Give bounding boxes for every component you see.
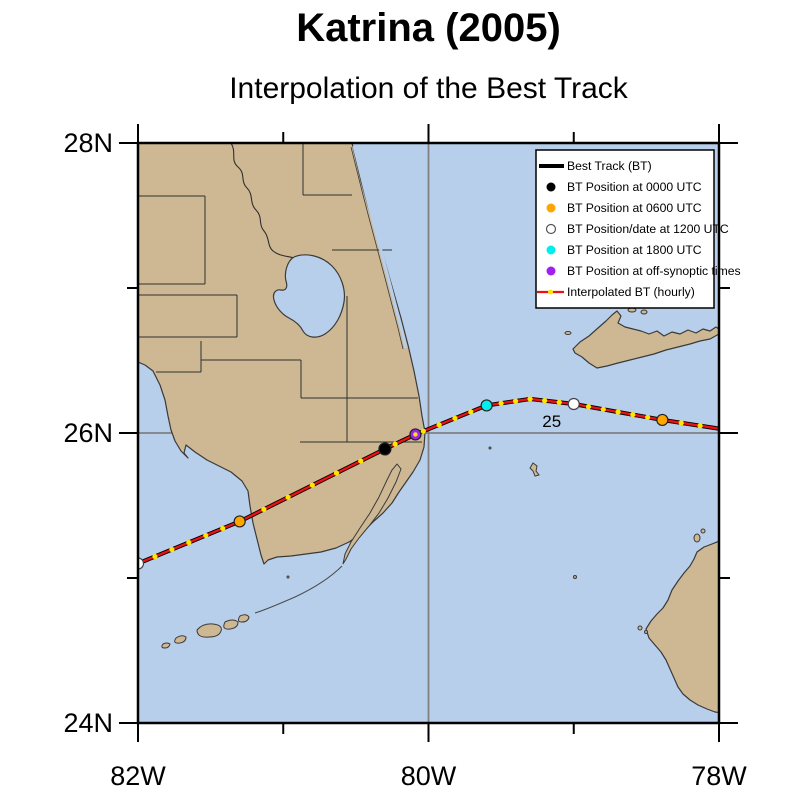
tick-label-y: 28N xyxy=(63,128,113,158)
hourly-dot xyxy=(436,422,442,428)
hourly-dot xyxy=(542,398,548,404)
tick-label-x: 80W xyxy=(401,761,457,791)
hourly-dot xyxy=(678,420,684,426)
hourly-dot xyxy=(285,494,291,500)
hourly-dot xyxy=(392,441,398,447)
hourly-dot xyxy=(527,396,533,402)
hourly-dot xyxy=(615,409,621,415)
track-marker-1200 xyxy=(138,557,145,570)
tick-label-x: 82W xyxy=(110,761,166,791)
tick-label-x: 78W xyxy=(691,761,747,791)
hourly-dot xyxy=(512,398,519,404)
legend-swatch-dot xyxy=(546,266,556,276)
legend-box xyxy=(535,149,715,309)
page-title: Katrina (2005) xyxy=(296,6,561,50)
track-marker-0600 xyxy=(656,413,669,427)
barrier-lagoon xyxy=(352,145,408,349)
legend-swatch-dot xyxy=(546,203,556,213)
andros-islets xyxy=(637,528,706,634)
legend: Best Track (BT) BT Position at 0000 UTC BT… xyxy=(535,149,741,309)
hourly-dot xyxy=(413,432,418,437)
hourly-dot xyxy=(203,532,209,539)
hourly-dot xyxy=(585,404,592,410)
grand-bahama-island xyxy=(572,310,719,369)
florida-mainland xyxy=(138,143,426,565)
hourly-dot xyxy=(186,539,192,546)
hourly-dot xyxy=(420,428,426,434)
small-cays xyxy=(286,446,577,579)
hurricane-track: 25 xyxy=(138,396,719,570)
florida-keys-lower xyxy=(161,614,250,649)
track-marker-0600 xyxy=(233,515,246,528)
geography xyxy=(138,143,719,714)
hourly-dot xyxy=(556,399,562,405)
legend-swatch-dot xyxy=(546,245,556,255)
hourly-dot xyxy=(498,400,504,406)
hourly-dot xyxy=(468,409,474,415)
barrier-lagoon-edge xyxy=(350,146,404,350)
lake-okeechobee xyxy=(272,254,346,338)
hourly-dot xyxy=(152,553,158,560)
tick-label-y: 24N xyxy=(63,708,113,738)
legend-label: BT Position/date at 1200 UTC xyxy=(567,222,729,236)
hourly-dot xyxy=(169,546,175,553)
hourly-dot xyxy=(309,482,315,488)
legend-label: BT Position at 0600 UTC xyxy=(567,201,702,215)
hourly-dot xyxy=(630,412,636,418)
legend-swatch-dot xyxy=(546,182,556,192)
track-marker-1800 xyxy=(480,399,493,412)
axis-tick-labels: 28N 26N 24N 82W 80W 78W xyxy=(63,128,747,791)
legend-label: Best Track (BT) xyxy=(567,159,652,173)
florida-keys-arc xyxy=(254,565,343,614)
florida-keys-upper xyxy=(342,463,402,565)
legend-swatch-hourly-dot xyxy=(548,289,553,295)
legend-label: BT Position at 1800 UTC xyxy=(567,243,702,257)
axis-ticks xyxy=(119,124,738,742)
tick-label-y: 26N xyxy=(63,418,113,448)
hourly-dot xyxy=(261,506,267,512)
page-subtitle: Interpolation of the Best Track xyxy=(229,72,628,105)
county-lines xyxy=(138,143,422,443)
track-marker-1200 xyxy=(567,397,580,411)
legend-label: BT Position at 0000 UTC xyxy=(567,180,702,194)
kissimmee-river xyxy=(230,143,295,259)
track-marker-0000 xyxy=(378,442,392,456)
date-label: 25 xyxy=(542,412,561,431)
legend-swatch-dot xyxy=(545,223,557,235)
legend-label: BT Position at off-synoptic times xyxy=(567,264,741,278)
legend-label: Interpolated BT (hourly) xyxy=(567,285,695,299)
hourly-dot xyxy=(452,415,458,421)
hourly-dot xyxy=(333,470,340,476)
hourly-dot xyxy=(697,423,703,429)
hourly-dot xyxy=(358,458,364,464)
andros-island xyxy=(645,540,719,714)
hourly-dot xyxy=(600,406,606,412)
hourly-dot xyxy=(644,414,651,420)
hourly-dot xyxy=(220,525,226,532)
